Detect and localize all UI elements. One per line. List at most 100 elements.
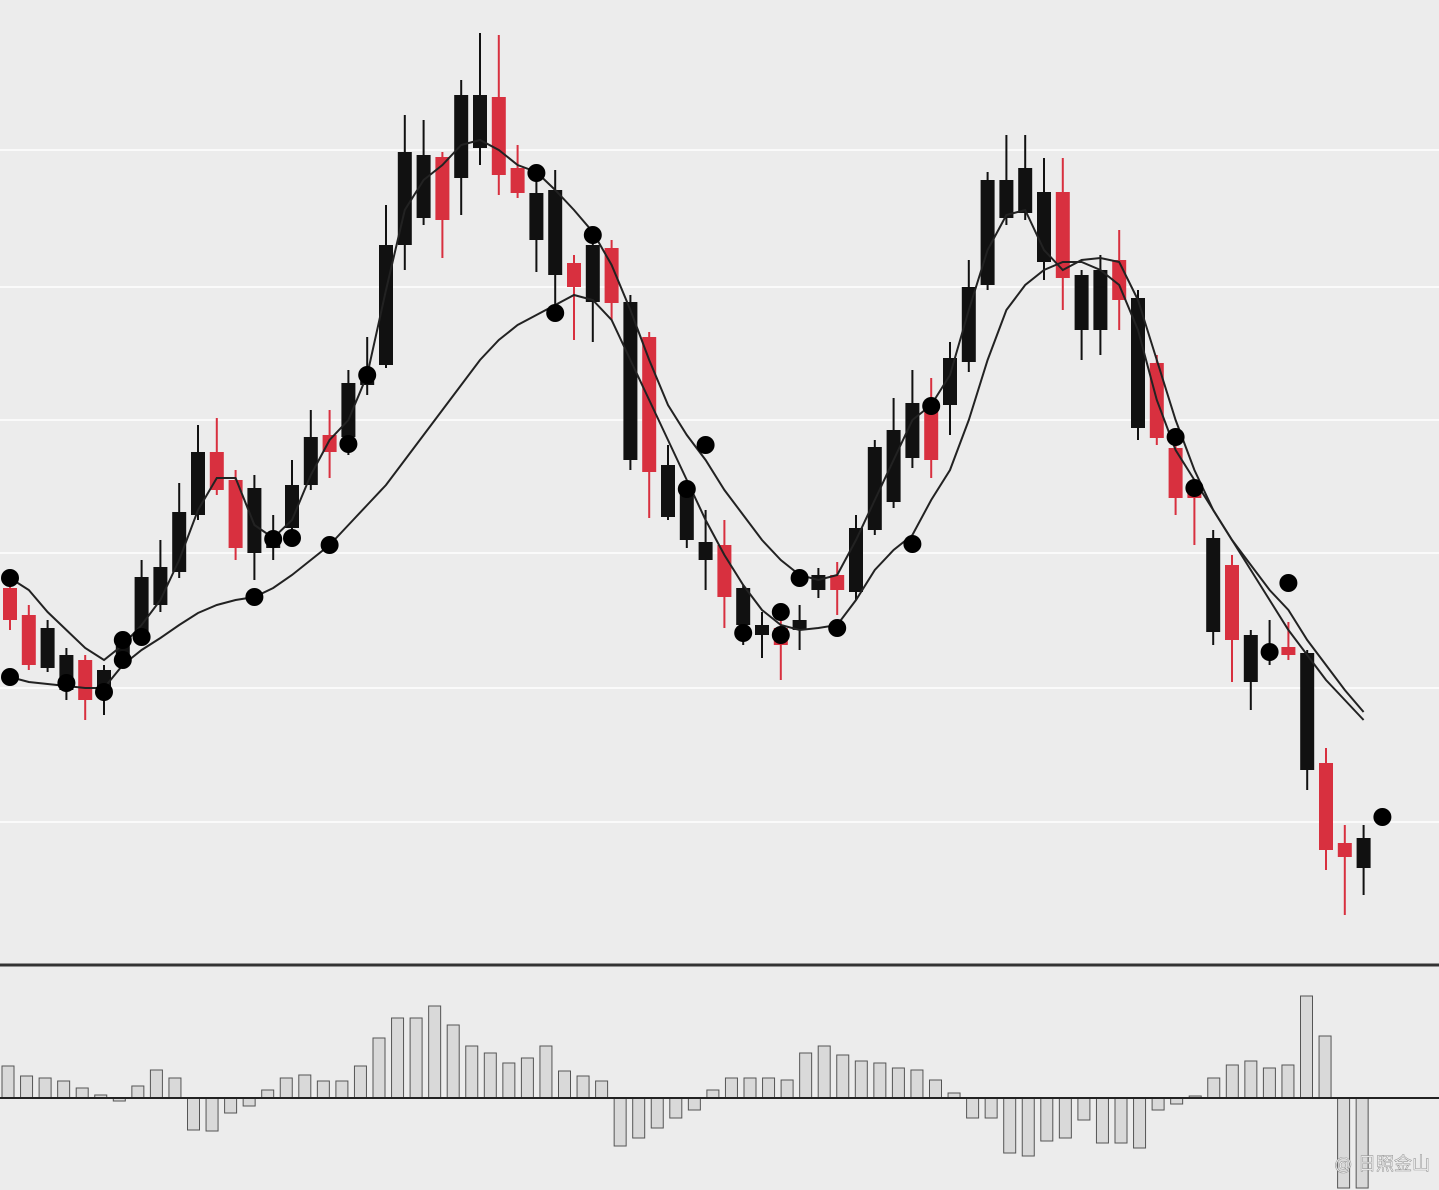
histogram-bar <box>1077 1097 1091 1121</box>
histogram-bar <box>409 1017 423 1099</box>
line-marker <box>95 683 113 701</box>
histogram-bar <box>335 1080 349 1099</box>
candle-body <box>924 405 939 460</box>
candle-body <box>3 588 17 620</box>
watermark: @ 日照金山 <box>1334 1154 1430 1175</box>
histogram-bar <box>131 1085 145 1099</box>
candle-body <box>1018 168 1033 213</box>
histogram-bar <box>1114 1097 1128 1144</box>
histogram-bar <box>539 1045 553 1099</box>
histogram-bar <box>483 1052 497 1099</box>
histogram-bar <box>1021 1097 1035 1157</box>
histogram-bar <box>520 1057 534 1099</box>
histogram-bar <box>316 1080 330 1099</box>
histogram-bar <box>632 1097 646 1139</box>
histogram-bar <box>261 1089 275 1099</box>
candle-body <box>717 545 732 597</box>
histogram-bar <box>799 1052 813 1099</box>
candle-body <box>548 190 563 275</box>
candle-body <box>698 542 713 560</box>
histogram-bar <box>910 1069 924 1099</box>
candle-body <box>40 628 55 668</box>
candle-body <box>623 302 638 460</box>
histogram-bar <box>57 1080 71 1099</box>
line-marker <box>57 674 76 692</box>
histogram-bar <box>205 1097 219 1132</box>
candle-body <box>1243 635 1258 682</box>
candle-body <box>191 452 205 515</box>
histogram-bar <box>187 1097 200 1131</box>
histogram-bar <box>1207 1077 1221 1099</box>
histogram-bar <box>1318 1035 1332 1099</box>
line-marker <box>1373 808 1392 826</box>
histogram-bar <box>762 1077 776 1099</box>
histogram-bar <box>75 1087 89 1099</box>
line-marker <box>283 529 301 547</box>
candle-body <box>567 263 581 287</box>
candle-body <box>172 512 187 572</box>
candle-body <box>961 287 976 362</box>
line-marker <box>527 164 546 182</box>
candle-body <box>1319 763 1333 850</box>
candle-body <box>830 575 845 590</box>
candle-body <box>736 588 751 625</box>
histogram-bar <box>391 1017 405 1099</box>
line-marker <box>734 624 753 642</box>
line-marker <box>1260 643 1279 661</box>
line-marker <box>1279 574 1298 592</box>
candle-body <box>247 488 262 553</box>
candle-body <box>379 245 393 365</box>
candle-body <box>78 660 93 700</box>
candle-body <box>679 490 694 540</box>
candle-body <box>1168 448 1183 498</box>
candle-body <box>491 97 506 175</box>
candle-body <box>1300 653 1315 770</box>
moving-average <box>9 138 1365 713</box>
candle-body <box>209 452 224 490</box>
line-marker <box>264 530 283 548</box>
histogram-bar <box>224 1097 238 1114</box>
histogram-bar <box>817 1045 831 1099</box>
line-marker <box>320 536 339 554</box>
histogram-bar <box>1095 1097 1109 1144</box>
histogram-bar <box>1300 995 1313 1099</box>
candle-body <box>1356 838 1371 868</box>
histogram-bar <box>502 1062 516 1099</box>
line-marker <box>358 366 377 384</box>
candle-body <box>1074 275 1089 330</box>
candle-body <box>811 575 826 590</box>
histogram-bar <box>613 1097 627 1147</box>
candle-body <box>604 248 619 303</box>
candle-body <box>510 168 525 193</box>
line-marker <box>113 631 132 649</box>
line-marker <box>903 535 922 553</box>
histogram-bar <box>780 1079 794 1099</box>
histogram-bar <box>687 1097 701 1111</box>
histogram-bar <box>929 1079 942 1099</box>
histogram-bar <box>149 1069 163 1099</box>
candle-body <box>416 155 431 218</box>
histogram-bar <box>353 1065 367 1099</box>
candle-body <box>792 620 807 630</box>
line-marker <box>1 668 19 686</box>
histogram-bar <box>168 1077 182 1099</box>
histogram-bar <box>743 1077 757 1099</box>
line-marker <box>1 569 19 587</box>
candle-body <box>755 625 769 635</box>
candle-body <box>1206 538 1221 632</box>
histogram-bar <box>873 1062 887 1099</box>
candle-body <box>529 193 544 240</box>
candle-body <box>1055 192 1070 278</box>
histogram-bar <box>446 1024 460 1099</box>
line-marker <box>828 619 847 637</box>
candle-body <box>1093 270 1108 330</box>
candle-body <box>1037 192 1051 262</box>
histogram-bar <box>891 1067 905 1099</box>
histogram-bar <box>1003 1097 1017 1154</box>
line-marker <box>922 397 941 415</box>
histogram-bar <box>372 1037 386 1099</box>
candle-body <box>1225 565 1239 640</box>
candle-body <box>585 245 600 302</box>
histogram-bar <box>595 1080 609 1099</box>
